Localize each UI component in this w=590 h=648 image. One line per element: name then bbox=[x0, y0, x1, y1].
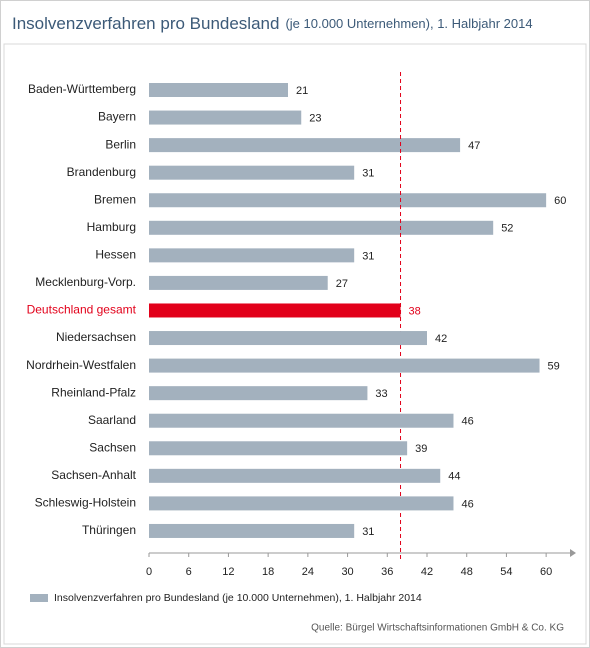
value-label: 52 bbox=[501, 223, 513, 235]
bar bbox=[149, 386, 368, 401]
y-tick-label: Brandenburg bbox=[67, 165, 136, 179]
x-tick-label: 12 bbox=[222, 566, 234, 578]
bar bbox=[149, 441, 408, 456]
title: Insolvenzverfahren pro Bundesland bbox=[12, 14, 279, 33]
y-tick-label: Saarland bbox=[88, 413, 136, 427]
y-tick-label: Deutschland gesamt bbox=[27, 303, 137, 317]
y-tick-label: Baden-Württemberg bbox=[28, 82, 136, 96]
value-label: 38 bbox=[409, 305, 421, 317]
y-tick-label: Hamburg bbox=[87, 220, 136, 234]
legend-swatch bbox=[30, 594, 48, 602]
bar bbox=[149, 303, 401, 318]
bar bbox=[149, 331, 427, 346]
value-label: 46 bbox=[461, 416, 473, 428]
bar bbox=[149, 83, 288, 97]
y-tick-label: Sachsen bbox=[89, 440, 136, 454]
bar bbox=[149, 358, 540, 373]
x-tick-label: 54 bbox=[500, 566, 512, 578]
value-label: 44 bbox=[448, 471, 460, 483]
x-tick-label: 42 bbox=[421, 566, 433, 578]
y-tick-label: Rheinland-Pfalz bbox=[51, 385, 136, 399]
x-tick-label: 6 bbox=[186, 566, 192, 578]
value-label: 42 bbox=[435, 333, 447, 345]
y-tick-label: Niedersachsen bbox=[56, 330, 136, 344]
value-label: 47 bbox=[468, 140, 480, 152]
value-label: 27 bbox=[336, 278, 348, 290]
value-label: 46 bbox=[461, 498, 473, 510]
subtitle: (je 10.000 Unternehmen), 1. Halbjahr 201… bbox=[285, 16, 532, 31]
y-tick-label: Bremen bbox=[94, 192, 136, 206]
y-tick-label: Schleswig-Holstein bbox=[35, 496, 136, 510]
y-tick-label: Mecklenburg-Vorp. bbox=[35, 275, 136, 289]
x-tick-label: 36 bbox=[381, 566, 393, 578]
value-label: 31 bbox=[362, 526, 374, 538]
x-tick-label: 30 bbox=[341, 566, 353, 578]
bar bbox=[149, 413, 454, 428]
bar bbox=[149, 138, 461, 153]
value-label: 21 bbox=[296, 85, 308, 97]
legend-label: Insolvenzverfahren pro Bundesland (je 10… bbox=[54, 592, 422, 604]
x-tick-label: 24 bbox=[302, 566, 314, 578]
bar bbox=[149, 523, 355, 538]
y-tick-label: Bayern bbox=[98, 110, 136, 124]
y-tick-label: Thüringen bbox=[82, 523, 136, 537]
bar bbox=[149, 496, 454, 511]
value-label: 23 bbox=[309, 112, 321, 124]
value-label: 31 bbox=[362, 168, 374, 180]
bar bbox=[149, 468, 441, 483]
y-tick-label: Sachsen-Anhalt bbox=[51, 468, 136, 482]
bar bbox=[149, 110, 302, 125]
y-tick-label: Hessen bbox=[95, 248, 136, 262]
bar bbox=[149, 248, 355, 263]
x-tick-label: 48 bbox=[461, 566, 473, 578]
value-label: 31 bbox=[362, 250, 374, 262]
x-tick-label: 0 bbox=[146, 566, 152, 578]
x-tick-label: 60 bbox=[540, 566, 552, 578]
bar bbox=[149, 165, 355, 180]
value-label: 39 bbox=[415, 443, 427, 455]
chart-title: Insolvenzverfahren pro Bundesland (je 10.… bbox=[12, 14, 533, 33]
x-tick-label: 18 bbox=[262, 566, 274, 578]
source: Quelle: Bürgel Wirtschaftsinformationen … bbox=[311, 623, 564, 634]
value-label: 59 bbox=[548, 361, 560, 373]
value-label: 60 bbox=[554, 195, 566, 207]
bar bbox=[149, 193, 547, 208]
value-label: 33 bbox=[375, 388, 387, 400]
bar bbox=[149, 275, 328, 290]
y-tick-label: Nordrhein-Westfalen bbox=[26, 358, 136, 372]
axis-arrow bbox=[570, 549, 576, 557]
y-tick-label: Berlin bbox=[105, 137, 136, 151]
bar bbox=[149, 220, 494, 235]
